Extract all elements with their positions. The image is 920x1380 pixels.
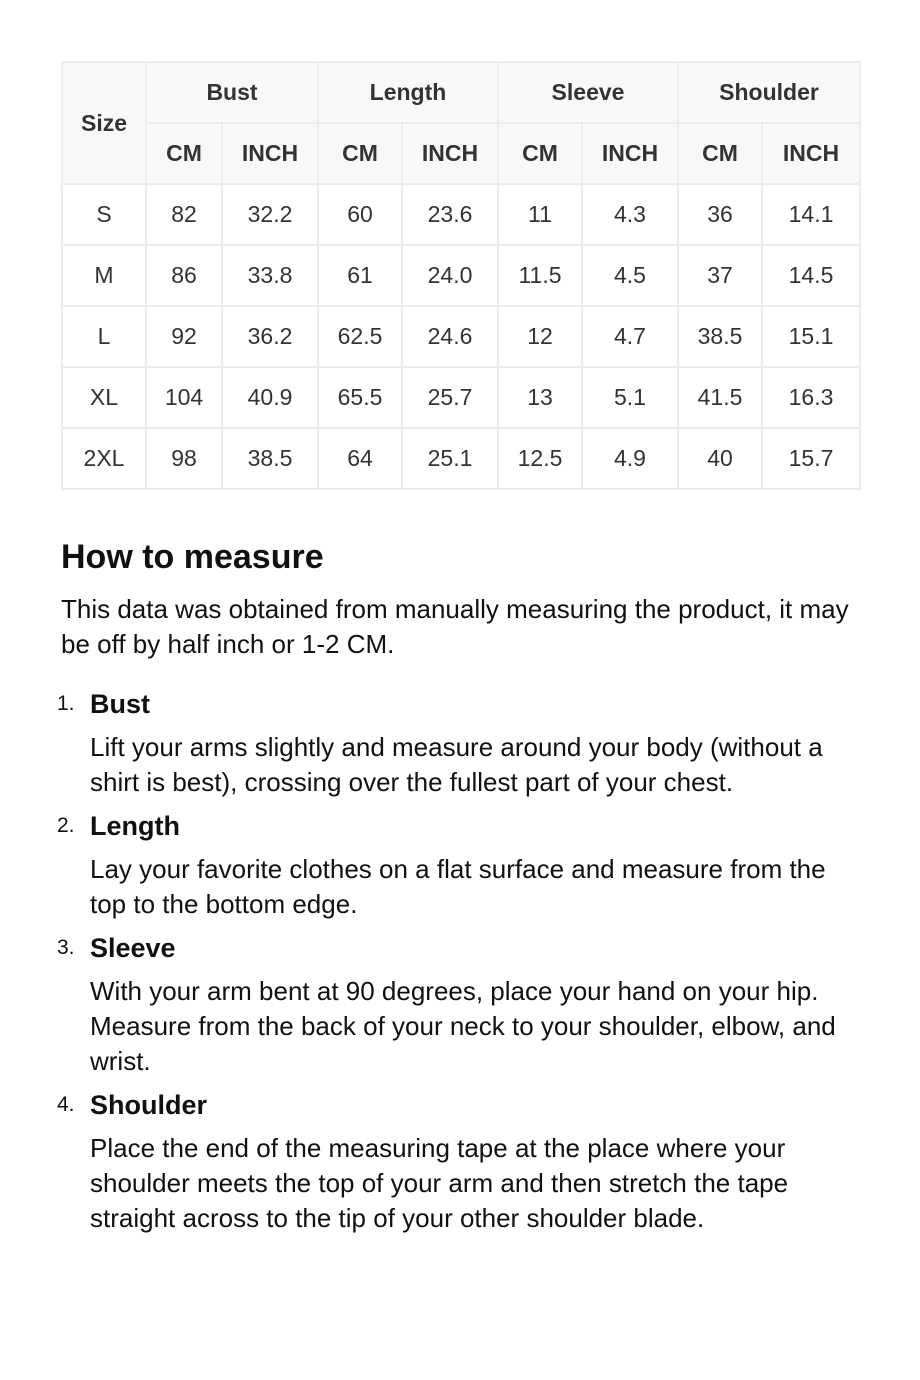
table-cell: 15.7 [760,427,862,490]
table-cell: 65.5 [317,366,403,429]
item-desc: With your arm bent at 90 degrees, place … [90,976,836,1076]
table-cell: 104 [145,366,223,429]
group-header: Bust [145,61,319,124]
item-number: 2. [57,814,75,837]
table-cell: 12.5 [497,427,583,490]
table-cell: 82 [145,183,223,246]
table-cell: 14.1 [760,183,862,246]
item-desc: Place the end of the measuring tape at t… [90,1133,789,1233]
unit-header: INCH [581,122,679,185]
size-table: Size Bust Length Sleeve Shoulder CM INCH C… [61,61,862,490]
table-cell: 11 [497,183,583,246]
table-row: 2XL 98 38.5 64 25.1 12.5 4.9 40 15.7 [61,427,862,490]
table-row: L 92 36.2 62.5 24.6 12 4.7 38.5 15.1 [61,305,862,368]
size-cell: 2XL [61,427,147,490]
table-cell: 37 [677,244,763,307]
table-cell: 38.5 [677,305,763,368]
table-cell: 36.2 [221,305,319,368]
table-cell: 11.5 [497,244,583,307]
table-cell: 24.6 [401,305,499,368]
unit-header: INCH [221,122,319,185]
group-header: Length [317,61,499,124]
item-number: 1. [57,692,75,715]
table-cell: 4.3 [581,183,679,246]
table-cell: 15.1 [760,305,862,368]
unit-header: CM [317,122,403,185]
table-cell: 4.9 [581,427,679,490]
item-desc: Lift your arms slightly and measure arou… [90,732,823,797]
table-cell: 40 [677,427,763,490]
group-header: Sleeve [497,61,679,124]
item-desc: Lay your favorite clothes on a flat surf… [90,854,826,919]
table-cell: 24.0 [401,244,499,307]
instruction-list: 1. Bust Lift your arms slightly and measur… [57,684,861,1242]
section-title: How to measure [61,538,324,576]
item-title: Bust [90,689,150,719]
intro-text: This data was obtained from manually mea… [61,594,849,659]
size-header: Size [61,61,147,185]
size-cell: L [61,305,147,368]
unit-header: CM [497,122,583,185]
instruction-item: 2. Length Lay your favorite clothes on a f… [57,806,861,922]
table-cell: 16.3 [760,366,862,429]
table-cell: 64 [317,427,403,490]
table-cell: 23.6 [401,183,499,246]
table-cell: 13 [497,366,583,429]
unit-header: INCH [401,122,499,185]
table-cell: 86 [145,244,223,307]
table-cell: 14.5 [760,244,862,307]
table-cell: 12 [497,305,583,368]
table-cell: 38.5 [221,427,319,490]
table-row: XL 104 40.9 65.5 25.7 13 5.1 41.5 16.3 [61,366,862,429]
table-cell: 41.5 [677,366,763,429]
item-title: Sleeve [90,933,176,963]
instruction-item: 4. Shoulder Place the end of the measuring… [57,1085,861,1236]
table-cell: 60 [317,183,403,246]
size-cell: XL [61,366,147,429]
item-title: Length [90,811,180,841]
table-row: S 82 32.2 60 23.6 11 4.3 36 14.1 [61,183,862,246]
table-cell: 32.2 [221,183,319,246]
group-header: Shoulder [676,61,862,124]
table-cell: 40.9 [221,366,319,429]
item-number: 4. [57,1093,75,1116]
table-cell: 33.8 [221,244,319,307]
item-number: 3. [57,936,75,959]
table-cell: 36 [677,183,763,246]
instruction-item: 3. Sleeve With your arm bent at 90 degrees… [57,928,861,1079]
table-cell: 98 [145,427,223,490]
unit-header: CM [677,122,763,185]
size-cell: M [61,244,147,307]
table-cell: 25.1 [401,427,499,490]
table-cell: 5.1 [581,366,679,429]
table-cell: 4.7 [581,305,679,368]
table-cell: 4.5 [581,244,679,307]
table-cell: 61 [317,244,403,307]
item-title: Shoulder [90,1090,208,1120]
unit-header: INCH [760,122,862,185]
unit-header: CM [145,122,223,185]
table-cell: 62.5 [317,305,403,368]
table-cell: 25.7 [401,366,499,429]
table-cell: 92 [145,305,223,368]
instruction-item: 1. Bust Lift your arms slightly and measur… [57,684,861,800]
size-cell: S [61,183,147,246]
table-row: M 86 33.8 61 24.0 11.5 4.5 37 14.5 [61,244,862,307]
size-chart: Size Bust Length Sleeve Shoulder CM INCH C… [61,61,862,490]
